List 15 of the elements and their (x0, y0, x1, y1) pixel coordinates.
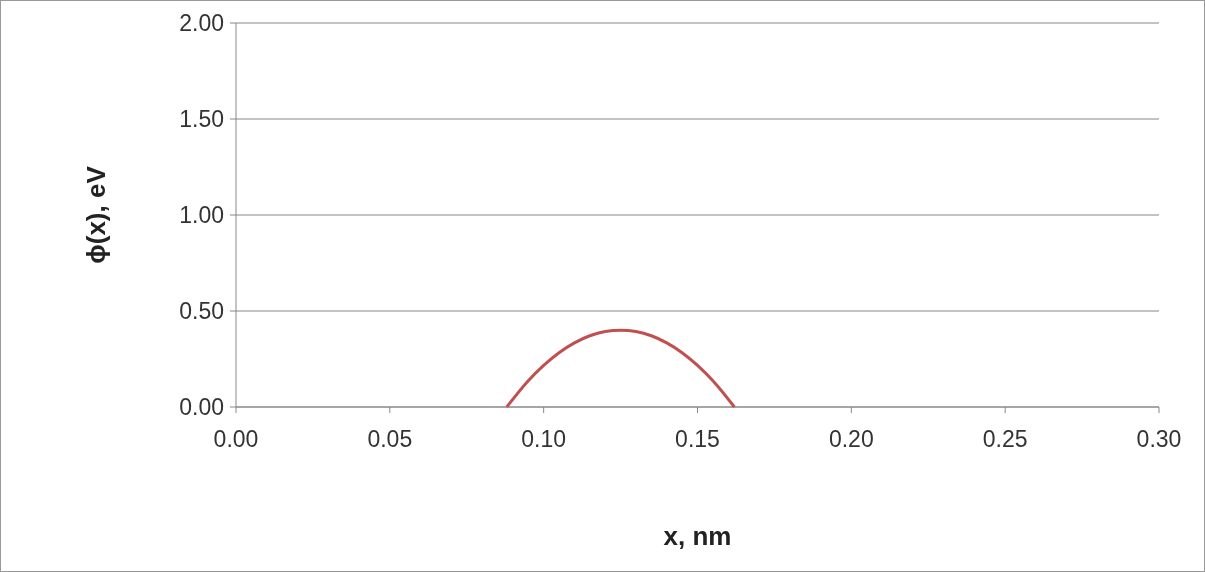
x-tick-label: 0.10 (521, 426, 567, 452)
x-axis-title: x, nm (663, 521, 732, 551)
y-tick-label: 0.50 (179, 298, 224, 325)
y-axis-title: ϕ(x), eV (81, 165, 111, 264)
line-series (505, 328, 736, 409)
x-tick-label: 0.25 (982, 426, 1028, 452)
y-tick-label: 1.00 (179, 202, 224, 229)
y-tick-label: 2.00 (179, 10, 224, 37)
x-tick-label: 0.30 (1136, 426, 1182, 452)
x-tick-label: 0.20 (828, 426, 874, 452)
x-tick-label: 0.05 (367, 426, 413, 452)
x-tick-label: 0.00 (213, 426, 259, 452)
y-tick-label: 1.50 (179, 106, 224, 133)
x-tick-label: 0.15 (675, 426, 720, 452)
y-tick-label: 0.00 (179, 394, 224, 421)
